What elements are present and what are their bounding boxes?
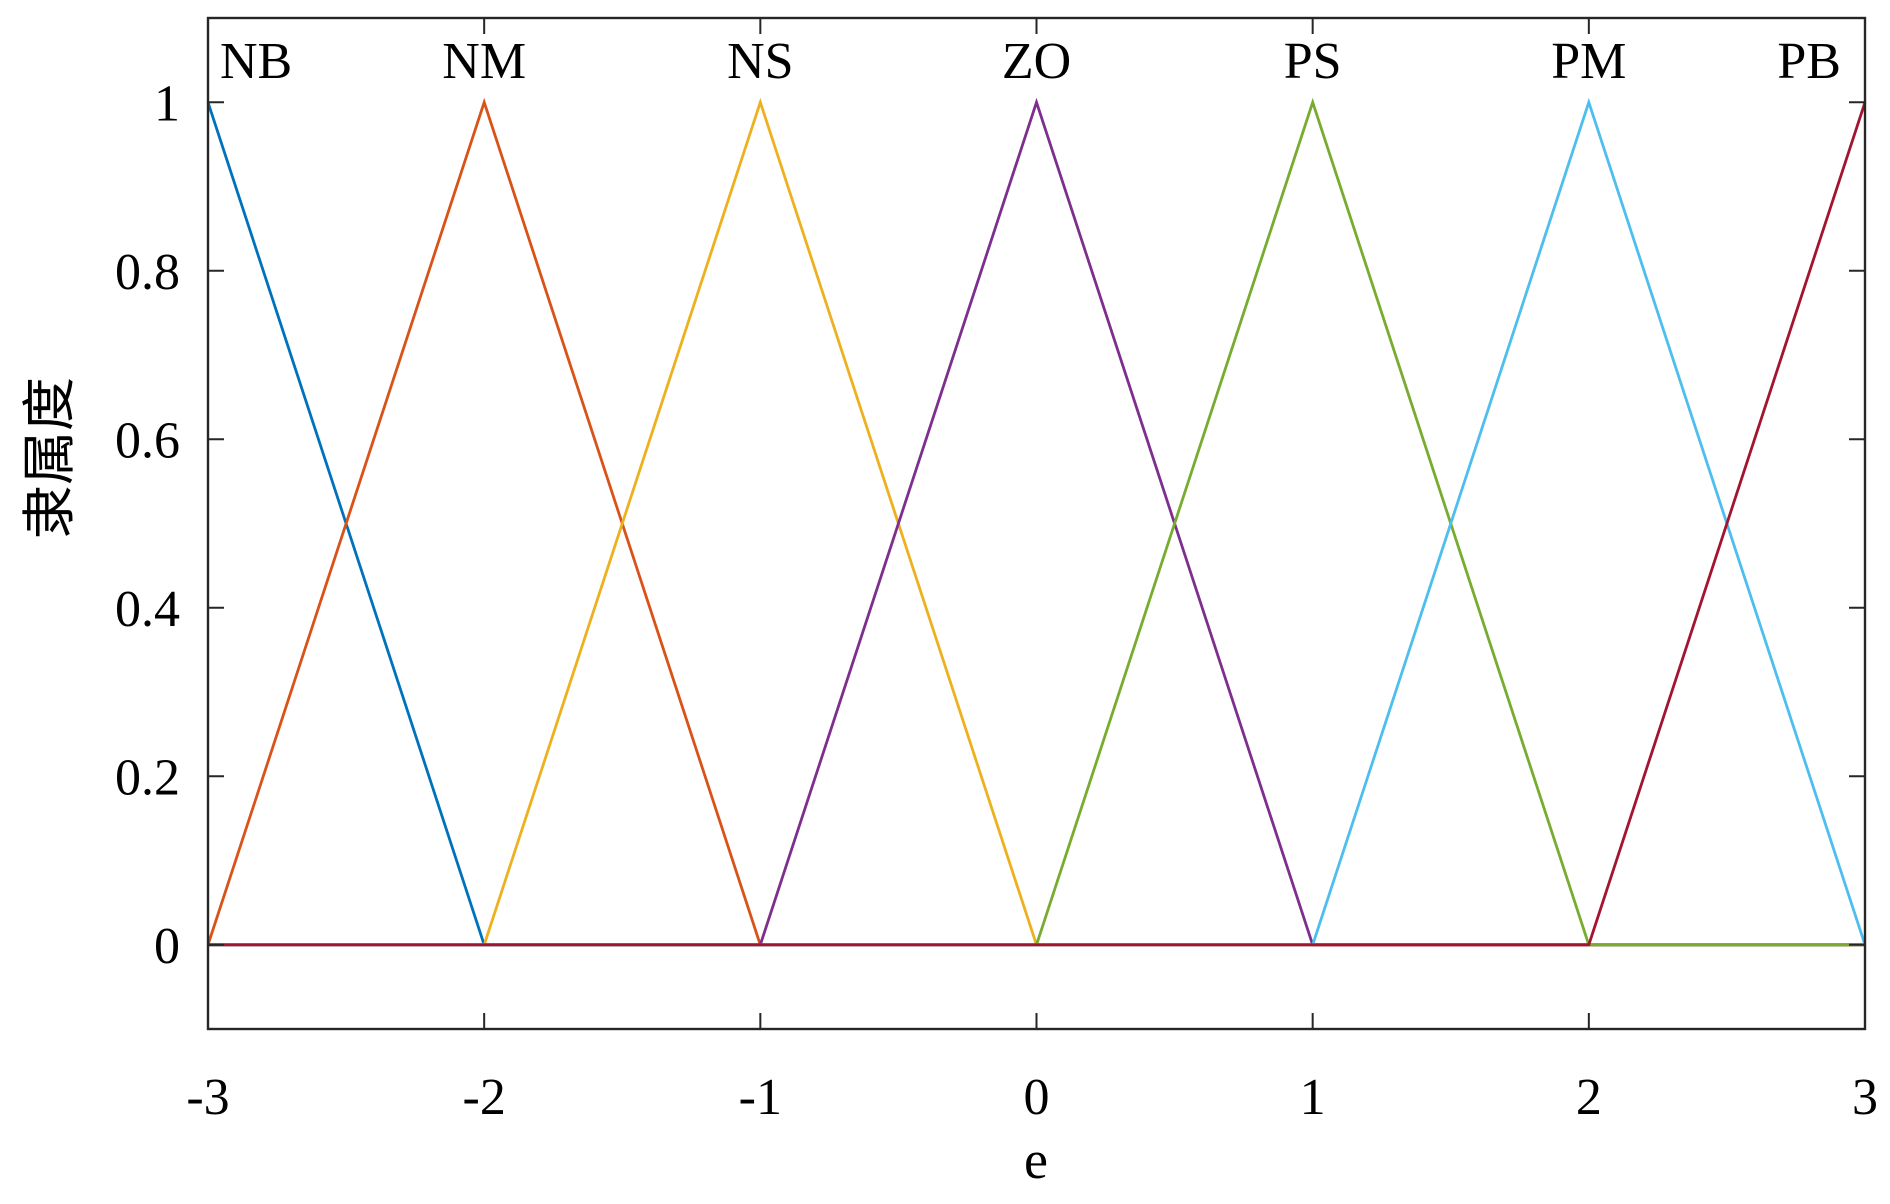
- y-tick-label: 0.8: [115, 244, 180, 301]
- series-line-ns: [208, 97, 1865, 947]
- x-axis-label: e: [1024, 1130, 1048, 1190]
- series-line-pm: [208, 97, 1867, 947]
- y-tick-label: 0.4: [115, 581, 180, 638]
- series-line-ps: [208, 97, 1865, 947]
- y-tick-label: 0.6: [115, 412, 180, 469]
- ticks-layer: -3 -2 -1 0 1 2 3 0 0.2 0.4 0.6 0.8 1: [115, 18, 1878, 1126]
- mf-label-ps: PS: [1284, 33, 1342, 90]
- x-tick-label: -1: [739, 1069, 782, 1126]
- labels-layer: NB NM NS ZO PS PM PB: [220, 33, 1841, 90]
- series-line-nb: [206, 101, 1865, 947]
- x-tick-label: 0: [1024, 1069, 1050, 1126]
- mf-label-nm: NM: [442, 33, 526, 90]
- x-tick-label: 3: [1852, 1069, 1878, 1126]
- mf-label-pm: PM: [1551, 33, 1626, 90]
- series-layer: [206, 97, 1867, 947]
- mf-label-nb: NB: [220, 33, 292, 90]
- y-axis-label: 隶属度: [20, 377, 80, 539]
- x-tick-label: -2: [463, 1069, 506, 1126]
- plot-frame: [206, 16, 1867, 1031]
- mf-label-pb: PB: [1777, 33, 1841, 90]
- x-tick-label: 1: [1300, 1069, 1326, 1126]
- y-tick-label: 0.2: [115, 749, 180, 806]
- y-tick-label: 1: [154, 75, 180, 132]
- x-tick-label: -3: [186, 1069, 229, 1126]
- series-line-nm: [206, 97, 1865, 947]
- x-tick-label: 2: [1576, 1069, 1602, 1126]
- y-tick-label: 0: [154, 918, 180, 975]
- series-line-zo: [208, 97, 1865, 947]
- mf-label-zo: ZO: [1002, 33, 1071, 90]
- series-line-pb: [208, 101, 1867, 947]
- mf-label-ns: NS: [727, 33, 793, 90]
